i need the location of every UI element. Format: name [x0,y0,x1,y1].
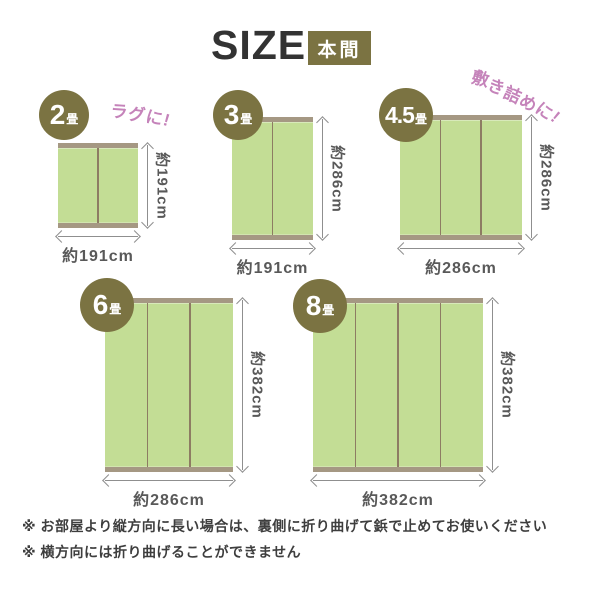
note-fold-lengthwise: ※ お部屋より縦方向に長い場合は、裏側に折り曲げて鋲で止めてお使いください [22,518,548,534]
mat-seam [271,122,273,235]
height-dimension-label: 約286cm [537,143,555,212]
width-arrow [105,480,233,481]
size-badge-2jo: 2 畳 [39,90,89,140]
mat-seam [480,120,482,235]
height-dimension-label: 約382cm [498,351,516,419]
height-arrow [147,145,148,226]
page-title: SIZE [211,21,307,68]
width-dimension-label: 約286cm [425,260,497,277]
badge-number: 3 [223,99,240,130]
badge-unit: 畳 [240,112,253,126]
width-arrow [313,480,483,481]
mat-seam [397,303,399,467]
width-dimension-label: 約382cm [362,492,434,509]
width-dimension-label: 約286cm [133,492,205,509]
mat-seam [439,120,442,235]
honma-size-badge: 本間 [308,31,371,65]
width-dimension-label: 約191cm [62,248,134,265]
size-badge-3jo: 3 畳 [213,90,263,140]
mat-seam [97,148,99,223]
footer-notes: ※ お部屋より縦方向に長い場合は、裏側に折り曲げて鋲で止めてお使いください ※ … [22,513,547,565]
size-badge-4-5jo: 4.5 畳 [379,88,433,142]
badge-number: 6 [92,289,109,320]
note-no-fold-widthwise: ※ 横方向には折り曲げることができません [22,544,302,560]
width-arrow [400,248,522,249]
height-dimension-label: 約286cm [328,144,346,213]
mat-diagram [313,298,483,472]
mat-diagram [58,143,138,228]
width-arrow [58,236,138,237]
height-arrow [322,119,323,238]
mat-diagram [105,298,233,472]
height-dimension-label: 約191cm [153,151,171,220]
badge-unit: 畳 [414,112,427,126]
annotation-rug: ラグに! [109,96,173,131]
badge-unit: 畳 [322,303,335,317]
mat-seam [146,303,149,467]
badge-number: 2 [49,99,66,130]
mat-seam [354,303,356,467]
mat-seam [189,303,191,467]
badge-number: 8 [305,290,322,321]
badge-unit: 畳 [66,112,79,126]
height-arrow [531,117,532,238]
size-badge-6jo: 6 畳 [80,278,134,332]
badge-unit: 畳 [109,302,122,316]
width-dimension-label: 約191cm [236,260,309,277]
width-arrow [232,248,313,249]
height-arrow [492,300,493,470]
size-badge-8jo: 8 畳 [293,279,347,333]
badge-number: 4.5 [385,101,415,128]
height-arrow [242,300,243,470]
height-dimension-label: 約382cm [248,351,266,419]
mat-seam [439,303,441,467]
